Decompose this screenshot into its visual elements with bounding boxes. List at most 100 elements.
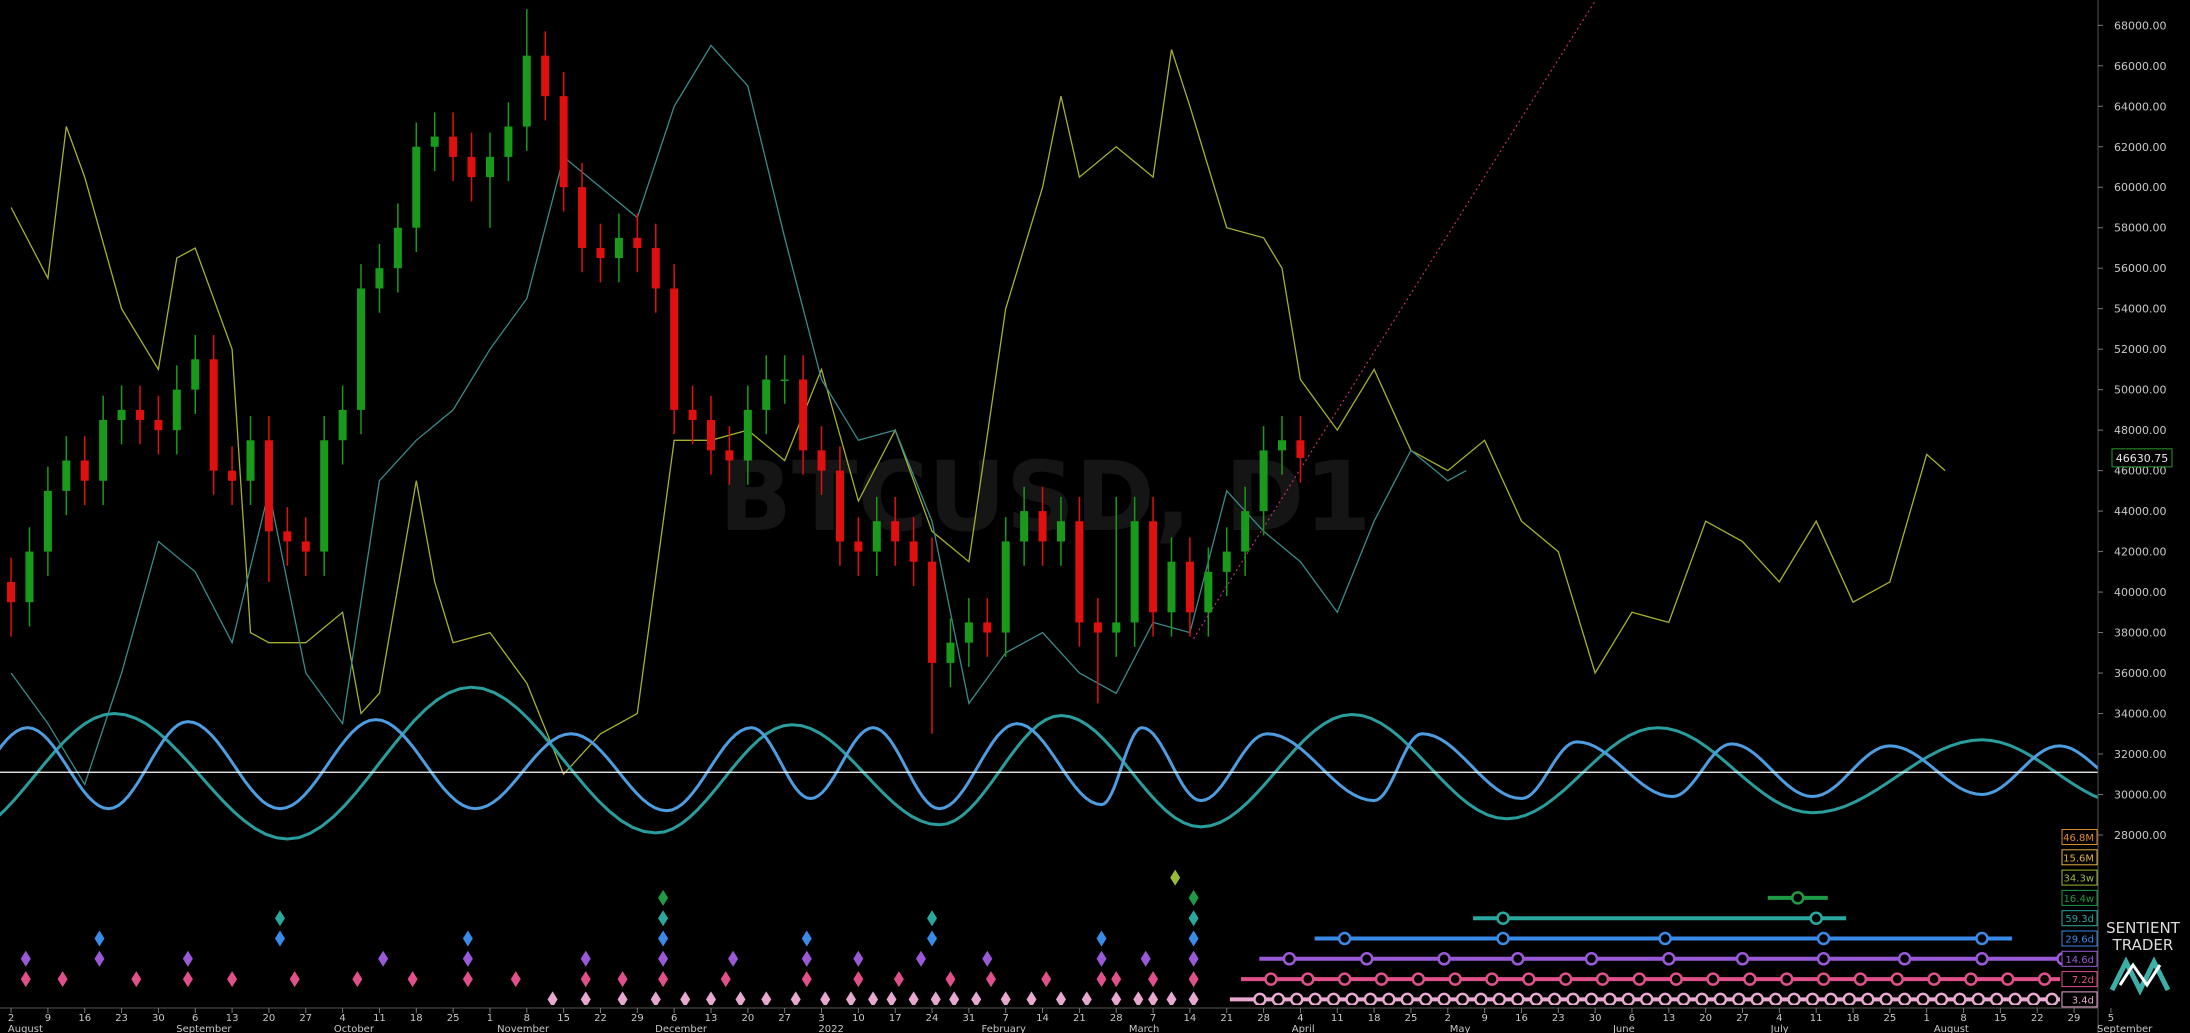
cycle-label: 7.2d <box>2072 975 2094 986</box>
cycle-trough <box>462 971 473 988</box>
month-label: February <box>982 1024 1026 1033</box>
candle-body <box>1278 440 1287 451</box>
cycle-projection <box>1890 972 1904 986</box>
cycle-label-box <box>2061 829 2098 845</box>
x-tick-label: 27 <box>299 1013 312 1024</box>
cycle-trough <box>1081 991 1092 1005</box>
cycle-trough <box>510 971 521 988</box>
cycle-trough <box>1170 869 1181 886</box>
cycle-projection <box>1964 972 1978 986</box>
candle-body <box>688 409 697 421</box>
y-tick-label: 38000.00 <box>2114 627 2167 640</box>
cycle-trough <box>1188 930 1199 947</box>
x-tick-label: 22 <box>2031 1013 2044 1024</box>
candle-body <box>817 450 826 471</box>
x-tick-label: 23 <box>115 1013 128 1024</box>
x-tick-label: 4 <box>339 1013 345 1024</box>
cycle-projection <box>1264 972 1278 986</box>
cycle-trough <box>908 991 919 1005</box>
candle-body <box>320 440 329 552</box>
cycle-trough <box>853 971 864 988</box>
cycle-trough <box>915 950 926 967</box>
y-tick-label: 46000.00 <box>2114 465 2167 478</box>
x-tick-label: 10 <box>852 1013 865 1024</box>
cycle-projection <box>1603 992 1617 1005</box>
logo-shape <box>2109 956 2171 996</box>
x-tick-label: 18 <box>1368 1013 1381 1024</box>
cycle-trough <box>1140 950 1151 967</box>
cycle-trough <box>1096 971 1107 988</box>
candle-body <box>1185 561 1194 613</box>
cycle-trough <box>1188 950 1199 967</box>
last-price-box <box>2111 448 2173 468</box>
x-tick-label: 27 <box>778 1013 791 1024</box>
cycle-projection <box>1558 972 1573 986</box>
cycle-trough <box>658 950 669 967</box>
cycle-projection <box>1621 992 1636 1005</box>
cycle-projection <box>2000 972 2015 986</box>
cycle-trough <box>801 930 812 947</box>
cycle-trough <box>658 930 669 947</box>
candle-body <box>1038 511 1047 542</box>
candle-body <box>504 126 513 157</box>
cycle-projection <box>1897 952 1912 966</box>
cycle-projection <box>1363 992 1378 1005</box>
cycle-wave <box>0 685 2098 841</box>
cycle-trough <box>927 910 938 927</box>
month-label: June <box>1612 1024 1635 1033</box>
cycle-projection <box>1750 992 1764 1005</box>
candle-body <box>7 581 16 603</box>
cycle-trough <box>985 971 996 988</box>
candle-body <box>835 470 844 542</box>
cycle-projection <box>1695 992 1709 1005</box>
y-tick-label: 28000.00 <box>2114 829 2167 842</box>
cycle-projection <box>1975 952 1989 966</box>
cycle-projection <box>1879 992 1893 1005</box>
cycle-trough <box>949 991 960 1005</box>
cycle-trough <box>845 991 856 1005</box>
y-tick-label: 42000.00 <box>2114 546 2167 559</box>
candle-body <box>799 379 808 451</box>
cycle-trough <box>1096 930 1107 947</box>
candle-body <box>909 541 918 562</box>
cycle-trough <box>801 971 812 988</box>
cycle-projection <box>1805 992 1820 1005</box>
cycle-trough <box>971 991 982 1005</box>
cycle-projection <box>1669 972 1683 986</box>
cycle-projection <box>1345 992 1359 1005</box>
cycle-trough <box>680 991 691 1005</box>
cycle-trough <box>658 910 669 927</box>
cycle-trough <box>617 971 628 988</box>
x-tick-label: 13 <box>1662 1013 1675 1024</box>
cycle-projection <box>1437 992 1451 1005</box>
candle-body <box>872 521 881 552</box>
cycle-projection <box>1853 972 1868 986</box>
cycle-label-box <box>2061 991 2098 1008</box>
candle-body <box>1112 622 1121 633</box>
x-tick-label: 11 <box>373 1013 386 1024</box>
cycle-wave <box>0 718 2098 813</box>
cycle-projection <box>1658 931 1672 946</box>
y-tick-label: 64000.00 <box>2114 100 2167 113</box>
x-tick-label: 24 <box>926 1013 939 1024</box>
cycle-projection <box>1934 992 1949 1005</box>
x-tick-label: 9 <box>45 1013 51 1024</box>
x-tick-label: 4 <box>1776 1013 1782 1024</box>
x-tick-label: 29 <box>2068 1013 2081 1024</box>
month-label: September <box>176 1024 232 1033</box>
candle-body <box>1204 571 1213 613</box>
cycle-trough <box>227 971 238 988</box>
candle-body <box>578 187 587 248</box>
cycle-trough <box>20 950 31 967</box>
cycle-projection <box>1411 972 1426 986</box>
cycle-trough <box>1148 991 1159 1005</box>
candle-body <box>209 359 218 471</box>
cycle-trough <box>705 991 716 1005</box>
x-tick-label: 29 <box>631 1013 644 1024</box>
candle-body <box>430 136 439 147</box>
cycle-label-box <box>2061 869 2098 886</box>
x-tick-label: 2 <box>8 1013 14 1024</box>
cycle-trough <box>893 971 904 988</box>
month-label: May <box>1450 1024 1471 1033</box>
cycle-trough <box>761 991 772 1005</box>
